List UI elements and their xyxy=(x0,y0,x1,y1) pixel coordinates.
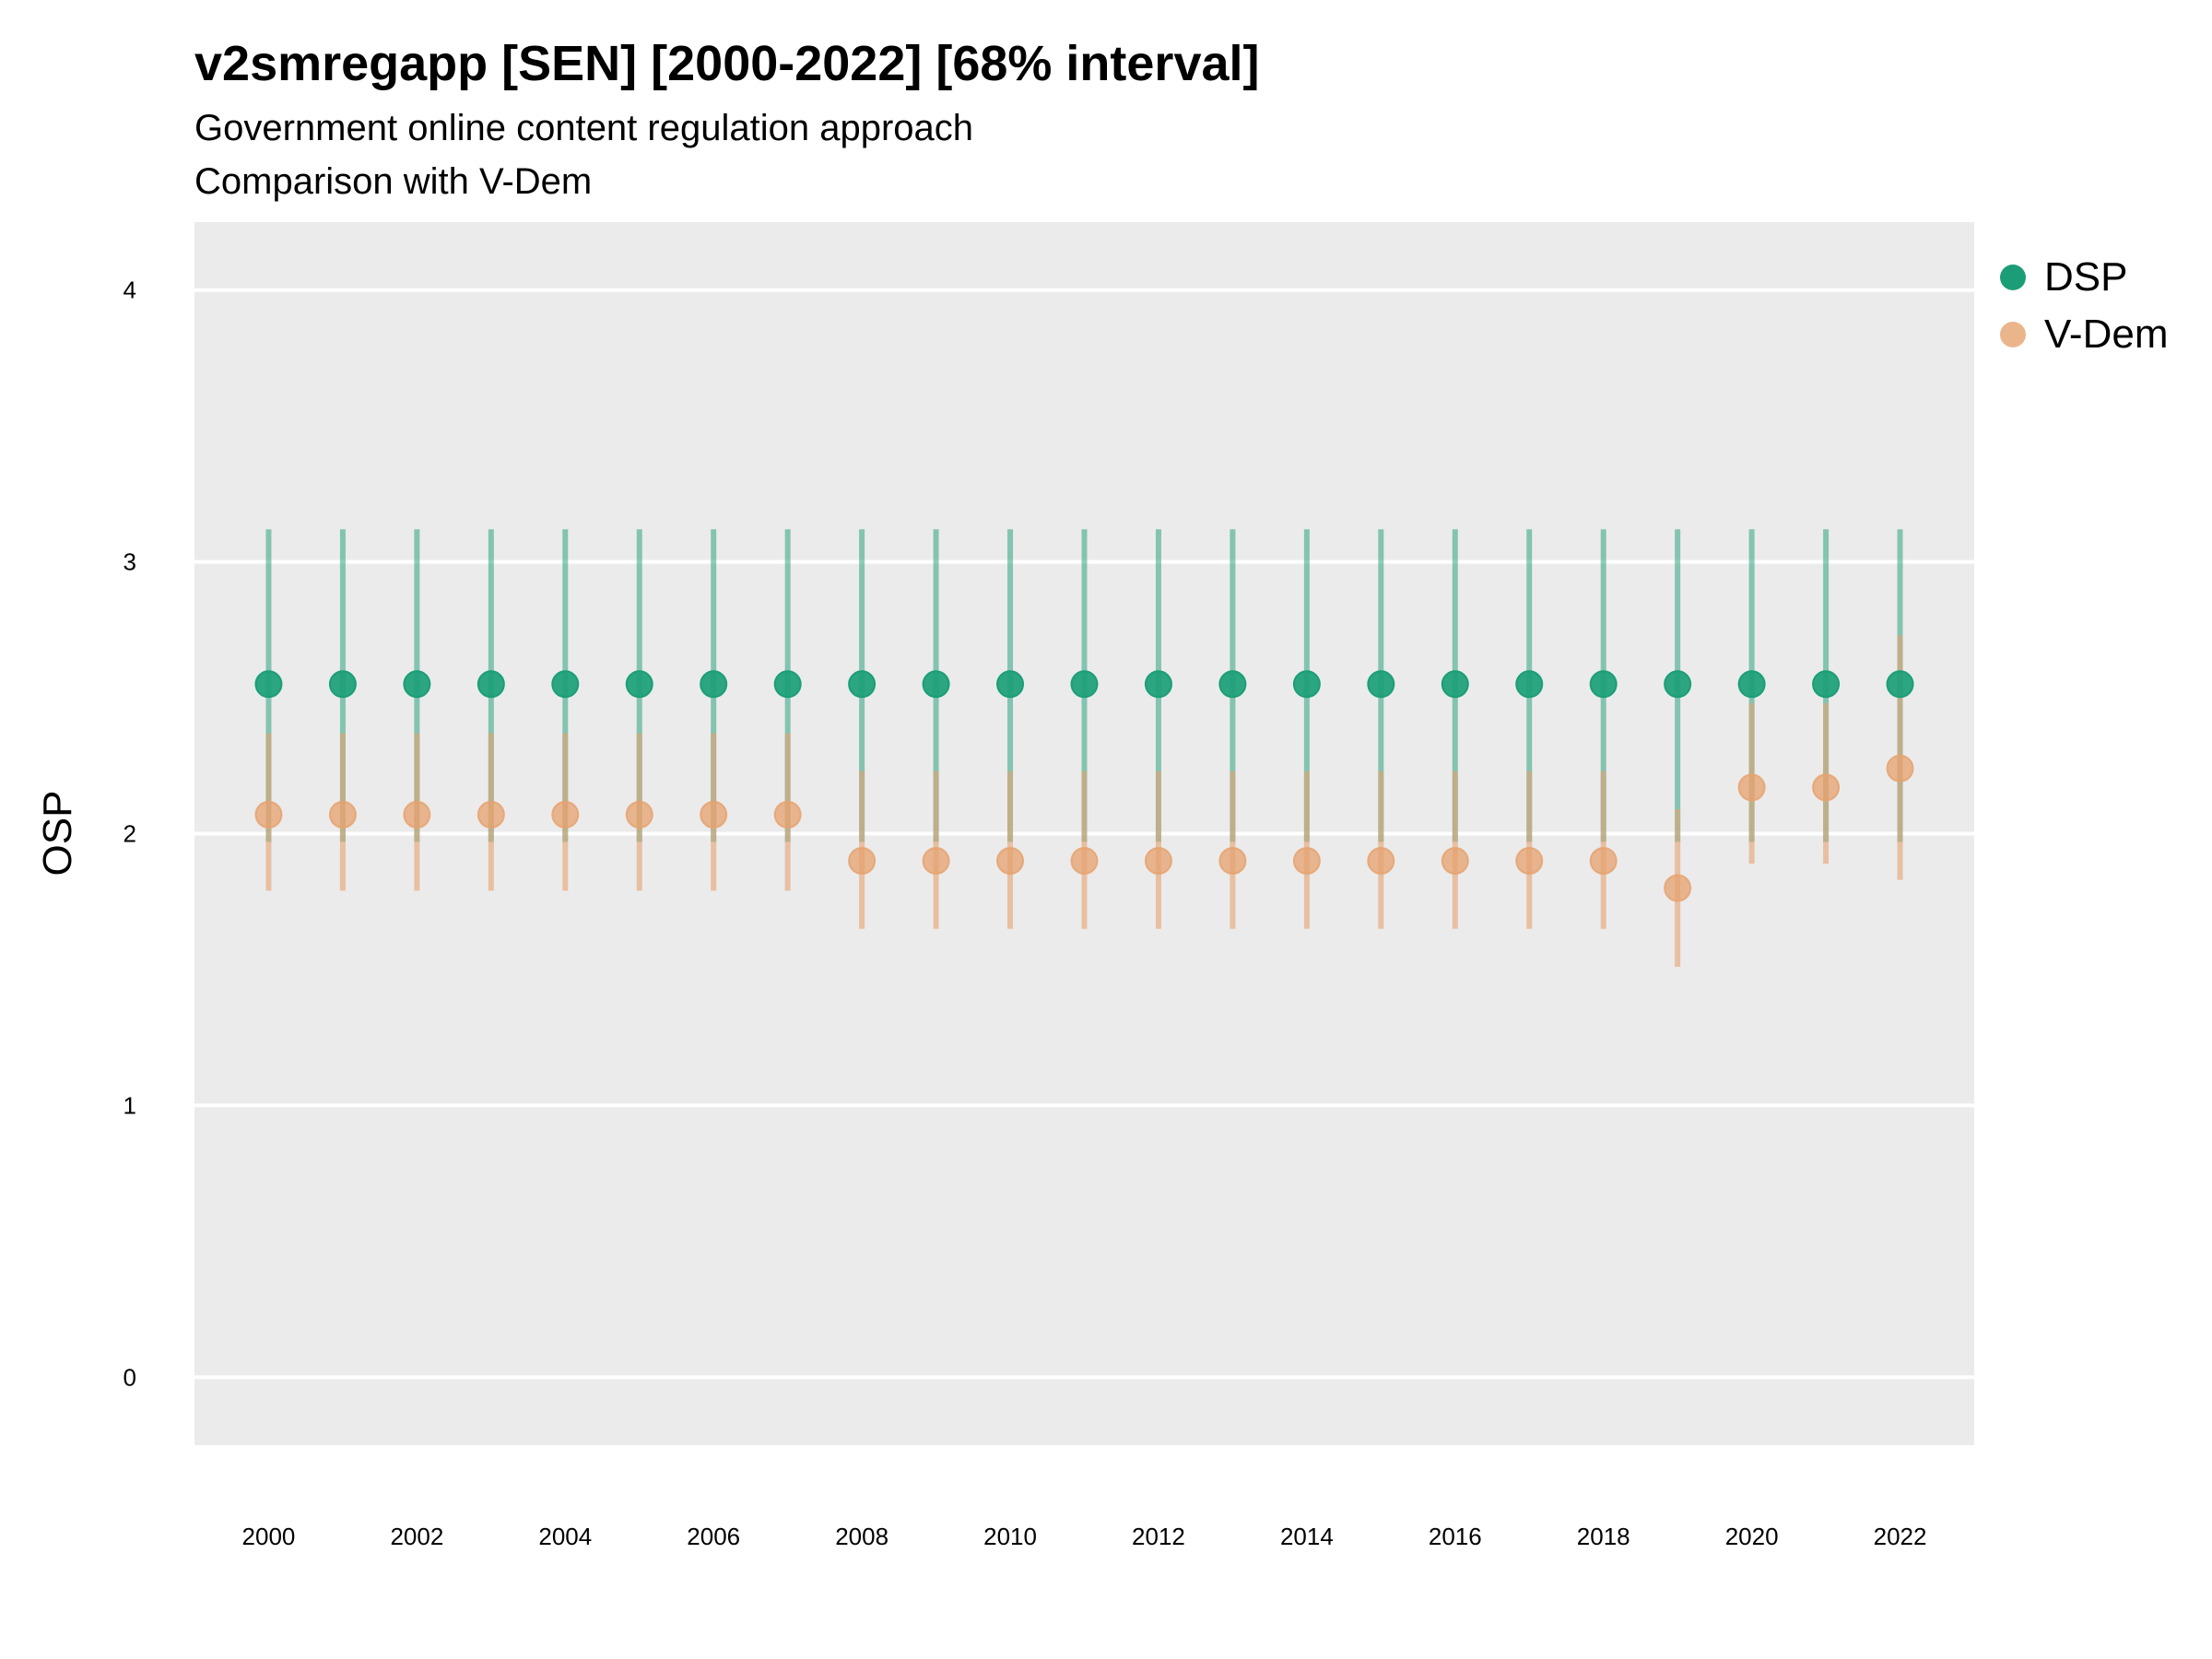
x-tick-label: 2004 xyxy=(538,1523,592,1550)
data-point-dsp xyxy=(1812,670,1841,699)
data-point-vdem xyxy=(996,846,1025,875)
data-point-vdem xyxy=(1441,846,1469,875)
data-point-vdem xyxy=(551,800,580,829)
legend-label-dsp: DSP xyxy=(2044,254,2128,300)
data-point-vdem xyxy=(1737,773,1766,802)
data-point-vdem xyxy=(625,800,653,829)
data-point-dsp xyxy=(1664,670,1692,699)
data-point-dsp xyxy=(922,670,950,699)
x-tick-label: 2006 xyxy=(687,1523,740,1550)
data-point-vdem xyxy=(1144,846,1172,875)
points-vdem xyxy=(254,754,1914,902)
data-point-vdem xyxy=(477,800,505,829)
chart-title: v2smregapp [SEN] [2000-2022] [68% interv… xyxy=(194,36,1260,91)
y-tick-label: 0 xyxy=(124,1363,136,1391)
x-tick-label: 2016 xyxy=(1429,1523,1482,1550)
x-tick-label: 2014 xyxy=(1280,1523,1334,1550)
x-tick-label: 2002 xyxy=(390,1523,443,1550)
data-point-dsp xyxy=(1292,670,1321,699)
data-point-dsp xyxy=(328,670,357,699)
data-point-dsp xyxy=(1737,670,1766,699)
data-point-dsp xyxy=(1589,670,1618,699)
data-point-vdem xyxy=(773,800,802,829)
data-point-vdem xyxy=(1812,773,1841,802)
data-point-vdem xyxy=(1070,846,1099,875)
x-tick-label: 2000 xyxy=(242,1523,296,1550)
data-point-vdem xyxy=(700,800,728,829)
chart-caption: Comparison with V-Dem xyxy=(194,161,593,202)
data-point-vdem xyxy=(1367,846,1395,875)
legend: DSP V-Dem xyxy=(2000,249,2168,363)
data-point-vdem xyxy=(1886,754,1914,782)
y-tick-label: 1 xyxy=(124,1091,136,1119)
data-point-dsp xyxy=(1070,670,1099,699)
legend-item-vdem: V-Dem xyxy=(2000,306,2168,363)
legend-swatch-vdem xyxy=(2000,322,2026,347)
points-dsp xyxy=(254,670,1914,699)
y-axis-label: OSP xyxy=(35,791,80,877)
x-tick-label: 2020 xyxy=(1725,1523,1779,1550)
legend-swatch-dsp xyxy=(2000,265,2026,290)
data-point-dsp xyxy=(1886,670,1914,699)
data-point-vdem xyxy=(922,846,950,875)
data-point-dsp xyxy=(773,670,802,699)
data-point-vdem xyxy=(1292,846,1321,875)
y-tick-label: 3 xyxy=(124,548,136,576)
data-point-vdem xyxy=(1589,846,1618,875)
data-point-dsp xyxy=(477,670,505,699)
legend-item-dsp: DSP xyxy=(2000,249,2168,306)
data-point-dsp xyxy=(848,670,877,699)
data-point-dsp xyxy=(625,670,653,699)
data-point-dsp xyxy=(1367,670,1395,699)
data-point-dsp xyxy=(551,670,580,699)
data-point-vdem xyxy=(254,800,283,829)
data-point-vdem xyxy=(1664,874,1692,902)
data-point-vdem xyxy=(1515,846,1544,875)
data-point-dsp xyxy=(996,670,1025,699)
data-point-vdem xyxy=(328,800,357,829)
x-tick-label: 2008 xyxy=(835,1523,888,1550)
x-tick-label: 2022 xyxy=(1874,1523,1927,1550)
x-tick-label: 2012 xyxy=(1132,1523,1185,1550)
data-point-vdem xyxy=(848,846,877,875)
y-tick-label: 4 xyxy=(124,276,136,304)
data-point-vdem xyxy=(403,800,431,829)
data-point-dsp xyxy=(254,670,283,699)
x-tick-label: 2018 xyxy=(1577,1523,1630,1550)
y-tick-label: 2 xyxy=(124,820,136,848)
legend-label-vdem: V-Dem xyxy=(2044,312,2169,357)
data-point-dsp xyxy=(1218,670,1247,699)
x-tick-label: 2010 xyxy=(983,1523,1037,1550)
data-point-dsp xyxy=(1441,670,1469,699)
chart-subtitle: Government online content regulation app… xyxy=(194,108,973,148)
data-point-dsp xyxy=(700,670,728,699)
data-point-vdem xyxy=(1218,846,1247,875)
data-point-dsp xyxy=(403,670,431,699)
data-point-dsp xyxy=(1144,670,1172,699)
data-point-dsp xyxy=(1515,670,1544,699)
